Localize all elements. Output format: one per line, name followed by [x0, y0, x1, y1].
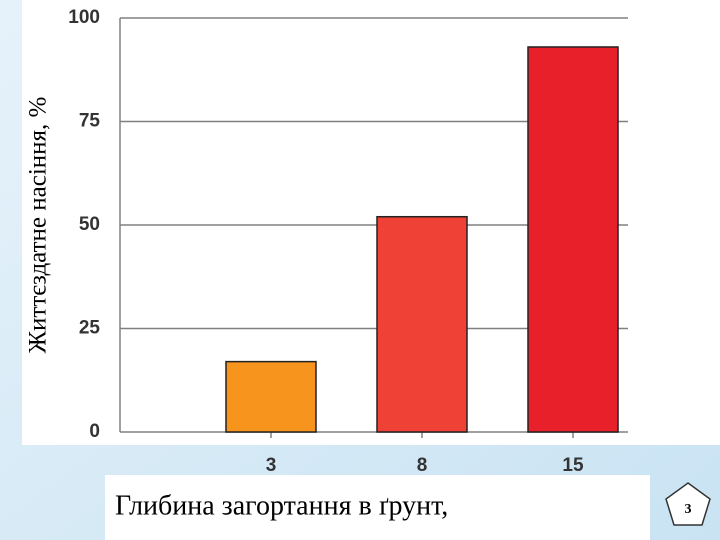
- x-tick-label: 3: [266, 455, 277, 476]
- y-axis-label: Життєздатне насіння, %: [25, 97, 52, 354]
- bar: [376, 215, 468, 433]
- y-tick-label: 100: [68, 7, 100, 28]
- x-axis-label: Глибина загортання в ґрунт,: [115, 490, 448, 521]
- x-tick-label: 8: [417, 455, 428, 476]
- bar: [527, 46, 619, 433]
- page-number: 3: [685, 502, 692, 517]
- label-background: [105, 475, 650, 540]
- y-tick-label: 0: [89, 421, 100, 442]
- page-number-badge: [665, 482, 711, 526]
- bar: [225, 360, 317, 433]
- y-tick-label: 75: [79, 111, 101, 132]
- x-tick-label: 15: [562, 455, 584, 476]
- y-tick-label: 50: [79, 214, 100, 235]
- y-tick-label: 25: [79, 318, 101, 339]
